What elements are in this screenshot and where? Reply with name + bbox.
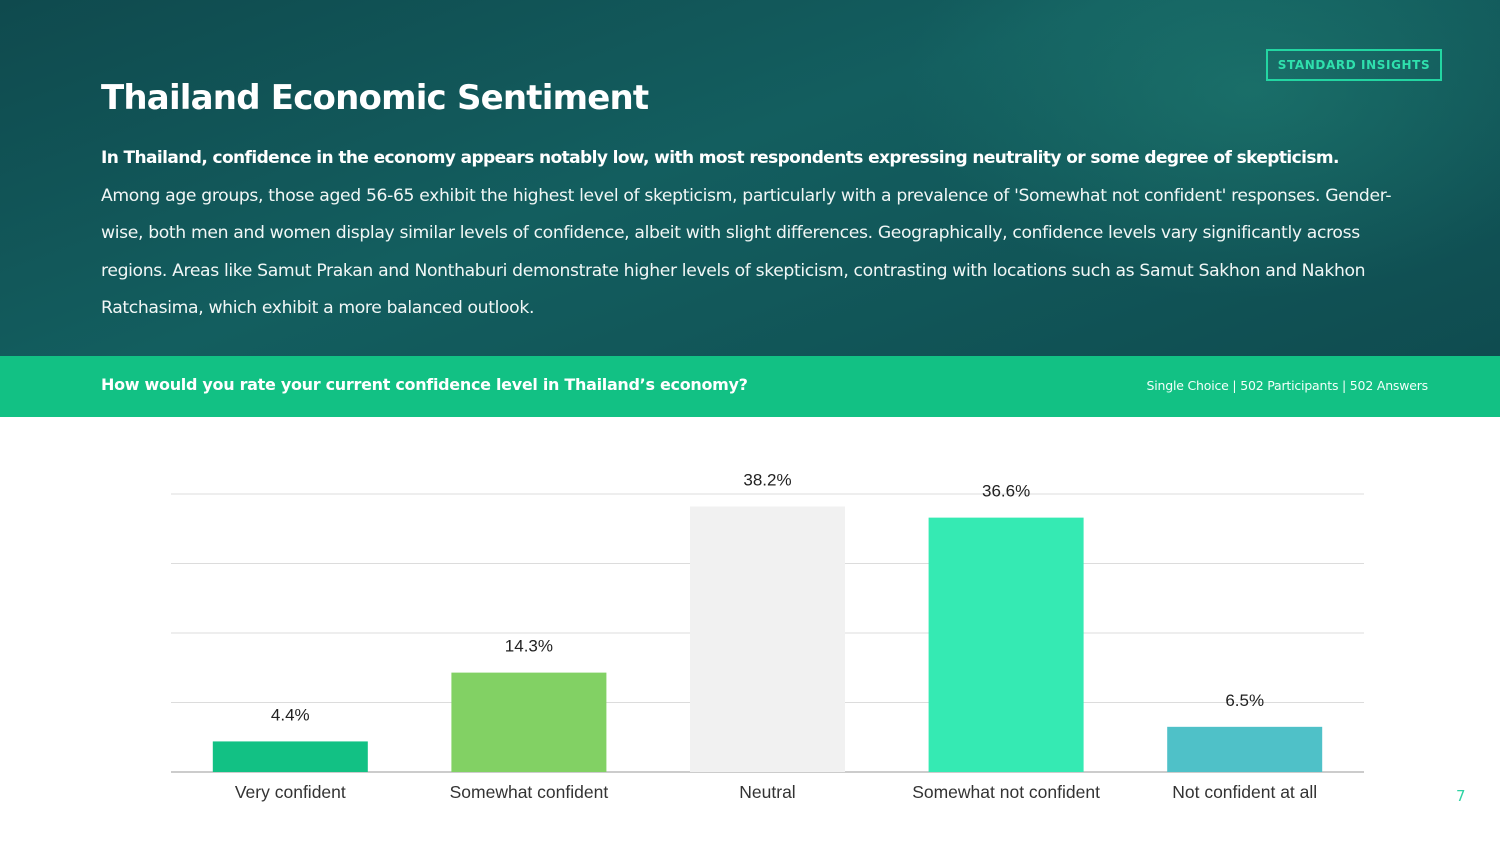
label-layer: 4.4% 14.3% 38.2% 36.6% 6.5%: [271, 471, 1264, 725]
bar: [1167, 726, 1323, 772]
category-tick-label: Somewhat confident: [450, 782, 609, 802]
summary-body: Among age groups, those aged 56-65 exhib…: [101, 185, 1392, 319]
data-label: 6.5%: [1225, 691, 1264, 710]
category-tick-label: Very confident: [235, 782, 346, 802]
summary-lead: In Thailand, confidence in the economy a…: [101, 148, 1339, 168]
data-label: 38.2%: [743, 471, 791, 490]
question-meta: Single Choice | 502 Participants | 502 A…: [1146, 378, 1429, 393]
bar: [451, 672, 607, 772]
category-tick-label: Neutral: [739, 782, 795, 802]
data-label: 4.4%: [271, 705, 310, 724]
category-tick-label: Not confident at all: [1172, 782, 1317, 802]
page-title: Thailand Economic Sentiment: [101, 78, 649, 118]
bar: [928, 517, 1084, 772]
data-label: 36.6%: [982, 482, 1030, 501]
category-tick-label: Somewhat not confident: [912, 782, 1100, 802]
question-text: How would you rate your current confiden…: [101, 375, 748, 394]
summary-text: In Thailand, confidence in the economy a…: [101, 140, 1401, 328]
brand-badge: STANDARD INSIGHTS: [1266, 49, 1442, 81]
page-number: 7: [1456, 787, 1466, 805]
bar: [690, 506, 845, 772]
tick-layer: Very confident Somewhat confident Neutral S…: [235, 782, 1317, 802]
header-banner: STANDARD INSIGHTS Thailand Economic Sent…: [0, 0, 1500, 356]
bar-chart: 4.4% 14.3% 38.2% 36.6% 6.5% Very confident So…: [171, 471, 1364, 802]
data-label: 14.3%: [505, 637, 553, 656]
bar-layer: [212, 506, 1323, 772]
bar: [212, 741, 368, 772]
question-bar: How would you rate your current confiden…: [0, 356, 1500, 417]
